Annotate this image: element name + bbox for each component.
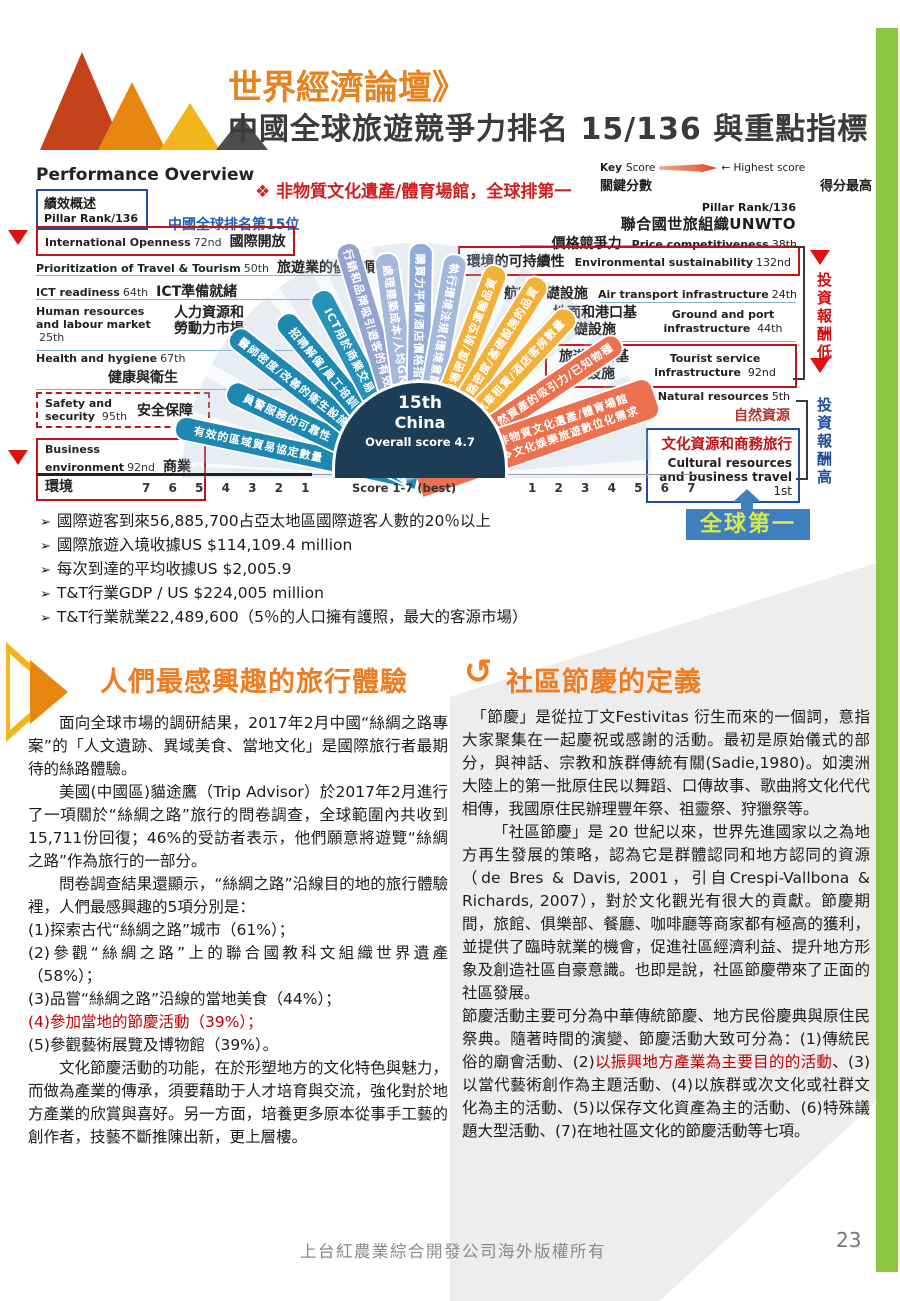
paragraph: 文化節慶活動的功能，在於形塑地方的文化特色與魅力，而做為產業的傳承，須要藉助于人…: [28, 1059, 448, 1146]
chart-headline: ❖ 非物質文化遺產/體育場館，全球排第一: [255, 182, 572, 202]
axis-line: [36, 473, 312, 476]
paragraph: 面向全球市場的調研結果，2017年2月中國“絲綢之路專案”的「人文遺跡、異域美食…: [28, 714, 448, 778]
page-kicker: 世界經濟論壇》: [228, 68, 466, 108]
global-first-badge: 全球第一: [686, 509, 810, 540]
paragraph: 問卷調查結果還顯示，“絲綢之路”沿線目的地的旅行體驗裡，人們最感興趣的5項分別是…: [28, 875, 448, 916]
list-item-highlight: (4)參加當地的節慶活動（39%）；: [28, 1013, 263, 1031]
paragraph: 節慶活動主要可分為中華傳統節慶、地方民俗慶典與原住民祭典。隨著時間的演變、節慶活…: [462, 1007, 870, 1140]
page-number: 23: [836, 1228, 862, 1252]
roi-high-label: 投資報酬高: [815, 397, 833, 487]
pillar-business-environment: Business environment 92nd 商業環境: [36, 438, 206, 501]
score-arrow-icon: [659, 163, 718, 173]
key-label: Key: [600, 162, 622, 174]
axis-ticks-left: 7 6 5 4 3 2 1: [142, 481, 310, 495]
key-facts-list: ➢ 國際遊客到來56,885,700占亞太地區國際遊客人數的20％以上 ➢ 國際旅遊…: [40, 510, 680, 630]
bracket: [796, 400, 808, 480]
red-arrow-down-icon: [8, 230, 28, 245]
chart-title: Performance Overview: [36, 165, 255, 185]
right-article-body: 「節慶」是從拉丁文Festivitas 衍生而來的一個詞，意指大家聚集在一起慶祝…: [462, 706, 870, 1143]
connector-line: [600, 302, 796, 303]
logo-mountain-icon: [98, 82, 166, 150]
pillar-safety-security: Safety and security 95th 安全保障: [36, 392, 210, 428]
pillar-ground-port: 地面和港口基礎設施 Ground and port infrastructure…: [553, 305, 783, 338]
legend-zh: 績效概述: [44, 197, 97, 212]
pillar-rank-legend-box: 績效概述 Pillar Rank/136: [36, 189, 149, 230]
list-item: ➢ T&T行業GDP / US $224,005 million: [40, 584, 324, 602]
key-highest-label: ← Highest score: [721, 162, 806, 174]
left-article-title: 人們最感興趣的旅行體驗: [100, 667, 408, 698]
key-score-label: Score: [625, 162, 656, 174]
up-arrow-icon: [733, 489, 761, 502]
paragraph: 美國(中國區)貓途鷹（Trip Advisor）於2017年2月進行了一項關於“…: [28, 783, 448, 870]
rotate-arrow-icon: ↺: [464, 652, 493, 692]
unwto-label: 聯合國世旅組織UNWTO: [620, 215, 796, 233]
list-item: (1)探索古代“絲綢之路”城市（61%）；: [28, 921, 295, 939]
connector-line: [36, 389, 286, 390]
connector-line: [520, 245, 795, 246]
pillar-natural-resources: Natural resources 5th 自然資源: [657, 390, 790, 424]
key-score-zh: 關鍵分數: [600, 179, 653, 194]
chart-center-score: 15th China Overall score 4.7: [332, 380, 508, 478]
pillar-human-resources: Human resources and labour market 25th 人…: [36, 305, 244, 344]
roi-low-label: 投資報酬低: [815, 272, 833, 362]
pillar-cultural-resources: 文化資源和商務旅行 Cultural resources and busines…: [646, 428, 800, 503]
china-rank-note: 中國全球排名第15位: [168, 217, 300, 233]
logo-mountain-icon: [216, 117, 268, 150]
paragraph: 「社區節慶」是 20 世紀以來，世界先進國家以之為地方再生發展的策略，認為它是群…: [462, 823, 870, 1002]
list-item: ➢ 國際旅遊入境收據US $114,109.4 million: [40, 536, 353, 554]
connector-line: [620, 341, 796, 342]
list-item: ➢ 國際遊客到來56,885,700占亞太地區國際遊客人數的20％以上: [40, 512, 491, 530]
green-edge-strip: [876, 28, 898, 1272]
bracket: [793, 246, 805, 380]
legend-en: Pillar Rank/136: [44, 212, 139, 225]
connector-line: [36, 299, 336, 300]
chart-key-legend: Key Score ← Highest score 關鍵分數 得分最高: [600, 162, 872, 194]
axis-label: Score 1-7 (best): [352, 481, 457, 495]
pillar-health-hygiene: Health and hygiene 67th 健康與衛生: [36, 352, 186, 386]
paragraph: 「節慶」是從拉丁文Festivitas 衍生而來的一個詞，意指大家聚集在一起慶祝…: [462, 708, 870, 818]
right-arrow-icon: [30, 660, 68, 724]
red-arrow-down-icon: [810, 250, 830, 265]
axis-ticks-right: 1 2 3 4 5 6 7: [528, 481, 696, 495]
axis-line: [312, 474, 708, 475]
list-item: (5)參觀藝術展覽及博物館（39%）。: [28, 1036, 279, 1054]
list-item: ➢ 每次到達的平均收據US $2,005.9: [40, 560, 292, 578]
key-highest-zh: 得分最高: [819, 179, 872, 194]
copyright-text: 上台紅農業綜合開發公司海外版權所有: [300, 1242, 606, 1261]
page-title: 中國全球旅遊競爭力排名 15/136 與重點指標: [228, 112, 869, 147]
pillar-rank-label: Pillar Rank/136: [701, 201, 796, 214]
red-arrow-down-icon: [8, 450, 28, 465]
pillar-international-openness: International Openness 72nd 國際開放: [36, 226, 295, 256]
red-arrow-down-icon: [810, 358, 830, 373]
left-article-body: 面向全球市場的調研結果，2017年2月中國“絲綢之路專案”的「人文遺跡、異域美食…: [28, 712, 448, 1149]
pillar-ict-readiness: ICT readiness 64th ICT準備就緒: [36, 284, 238, 300]
connector-line: [36, 275, 358, 276]
up-arrow-icon: [741, 501, 753, 511]
list-item: (2)參觀“絲綢之路”上的聯合國教科文組織世界遺產（58%）；: [28, 944, 448, 985]
connector-line: [36, 350, 306, 351]
right-article-title: 社區節慶的定義: [506, 667, 702, 698]
list-item: (3)品嘗“絲綢之路”沿線的當地美食（44%）；: [28, 990, 341, 1008]
list-item: ➢ T&T行業就業22,489,600（5％的人口擁有護照，最大的客源市場）: [40, 608, 528, 626]
logo-mountain-icon: [160, 103, 220, 150]
radial-fan-chart: 有效的區域貿易協定數量 員警服務的可靠性 醫師密度/改善的衛生設施 招聘解僱/員…: [137, 233, 697, 499]
